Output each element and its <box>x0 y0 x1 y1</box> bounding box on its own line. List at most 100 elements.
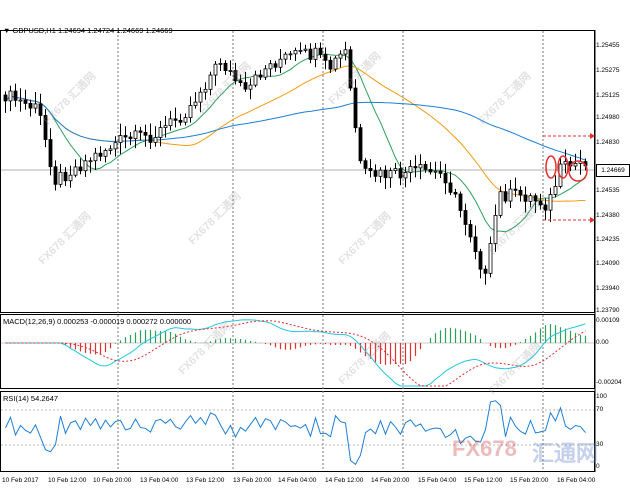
candle-body <box>93 152 98 162</box>
macd-main-line <box>5 319 586 387</box>
rsi-tick: 30 <box>596 441 604 448</box>
brand-logo-cjk: 汇通网 <box>532 441 599 466</box>
candle-body <box>213 63 218 76</box>
candle-body <box>53 166 58 185</box>
candle-body <box>458 193 463 211</box>
candle-body <box>353 87 358 129</box>
highlight-ellipse <box>545 155 557 179</box>
candle-body <box>313 47 318 60</box>
candle-body <box>8 90 13 102</box>
candle-body <box>173 118 178 121</box>
candle-body <box>293 50 298 55</box>
price-tick: 1.24830 <box>596 139 620 146</box>
candle-body <box>98 152 103 157</box>
price-tick: 1.24090 <box>596 260 620 267</box>
candle-body <box>73 166 78 176</box>
candle-body <box>23 99 28 104</box>
time-label: 15 Feb 12:00 <box>464 477 503 484</box>
ma-slow-line <box>5 95 586 161</box>
candle-body <box>118 135 123 143</box>
candle-body <box>318 47 323 55</box>
candle-body <box>483 268 488 274</box>
macd-tick: 0.00109 <box>596 317 620 324</box>
candle-body <box>448 182 453 193</box>
candle-body <box>343 49 348 55</box>
time-label: 14 Feb 20:00 <box>371 477 410 484</box>
time-label: 16 Feb 04:00 <box>557 477 596 484</box>
candle-body <box>453 191 458 195</box>
candle-body <box>33 103 38 109</box>
candle-body <box>223 62 228 71</box>
candle-body <box>178 119 183 123</box>
candle-body <box>298 49 303 52</box>
candle-body <box>268 63 273 70</box>
candle-body <box>368 168 373 172</box>
current-price-tag: 1.24669 <box>596 164 630 177</box>
candle-body <box>383 169 388 179</box>
candle-body <box>413 166 418 169</box>
candle-body <box>43 115 48 140</box>
rsi-tick: 100 <box>596 393 607 400</box>
candle-body <box>83 160 88 172</box>
candle-body <box>168 118 173 127</box>
candlesticks <box>3 41 588 285</box>
time-label: 15 Feb 20:00 <box>510 477 549 484</box>
price-tick: 1.24535 <box>596 187 620 194</box>
candle-body <box>148 134 153 143</box>
candle-body <box>218 62 223 65</box>
candle-body <box>488 243 493 274</box>
candle-body <box>403 172 408 179</box>
time-label: 15 Feb 04:00 <box>418 477 457 484</box>
candle-body <box>263 68 268 78</box>
candle-body <box>538 200 543 206</box>
macd-label: MACD(12,26,9) 0.000253 -0.000019 0.00027… <box>3 317 192 326</box>
candle-body <box>238 80 243 83</box>
candle-body <box>333 57 338 70</box>
price-tick: 1.25275 <box>596 67 620 74</box>
highlight-ellipse <box>557 155 569 179</box>
time-label: 14 Feb 04:00 <box>278 477 317 484</box>
candle-body <box>203 88 208 93</box>
candle-body <box>388 170 393 179</box>
candle-body <box>193 101 198 106</box>
candle-body <box>28 103 33 109</box>
candle-body <box>338 53 343 59</box>
candle-body <box>103 150 108 157</box>
dropdown-triangle-icon[interactable]: ▼ <box>3 26 13 35</box>
candle-body <box>478 251 483 270</box>
candle-body <box>548 194 553 211</box>
price-tick: 1.23940 <box>596 285 620 292</box>
candle-body <box>123 135 128 138</box>
candle-body <box>88 160 93 163</box>
annotations <box>543 133 595 223</box>
candle-body <box>63 171 68 182</box>
candle-body <box>443 172 448 184</box>
rsi-tick: 70 <box>596 406 604 413</box>
candle-body <box>463 210 468 225</box>
candle-body <box>508 188 513 202</box>
rsi-label: RSI(14) 54.2647 <box>3 394 59 403</box>
price-tick: 1.24980 <box>596 114 620 121</box>
candle-body <box>418 164 423 169</box>
candle-body <box>428 169 433 173</box>
candle-body <box>18 99 23 102</box>
macd-histogram <box>64 324 587 365</box>
time-label: 13 Feb 12:00 <box>186 477 225 484</box>
price-tick: 1.25455 <box>596 42 620 49</box>
ma-fast-line <box>5 53 586 233</box>
candle-body <box>378 169 383 177</box>
candle-body <box>198 91 203 103</box>
candle-body <box>328 59 333 70</box>
candle-body <box>398 168 403 179</box>
candle-body <box>358 127 363 162</box>
candle-body <box>58 171 63 185</box>
candle-body <box>3 94 8 102</box>
time-label: 14 Feb 12:00 <box>325 477 364 484</box>
candle-body <box>278 58 283 68</box>
candle-body <box>153 137 158 143</box>
candle-body <box>273 63 278 68</box>
candle-body <box>523 194 528 202</box>
rsi-tick: 0 <box>596 463 600 470</box>
candle-body <box>573 163 578 167</box>
candle-body <box>133 130 138 139</box>
